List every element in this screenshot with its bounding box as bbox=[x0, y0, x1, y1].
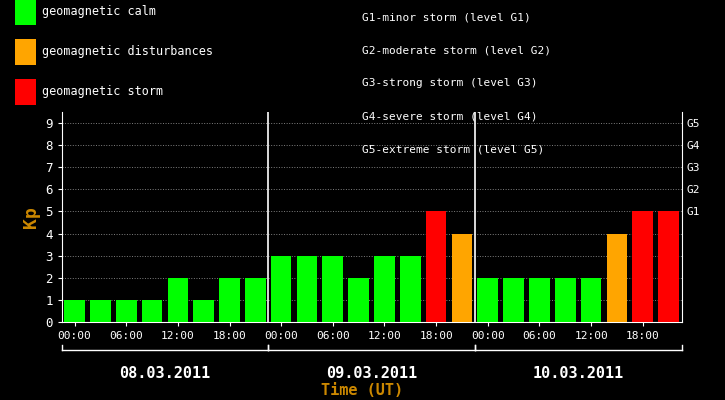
Text: geomagnetic calm: geomagnetic calm bbox=[42, 6, 156, 18]
Bar bbox=[348, 278, 369, 322]
Text: 08.03.2011: 08.03.2011 bbox=[120, 366, 210, 382]
Bar bbox=[297, 256, 318, 322]
Bar bbox=[632, 212, 653, 322]
Bar bbox=[555, 278, 576, 322]
Bar bbox=[529, 278, 550, 322]
Bar bbox=[503, 278, 524, 322]
Text: Time (UT): Time (UT) bbox=[321, 383, 404, 398]
Text: geomagnetic disturbances: geomagnetic disturbances bbox=[42, 46, 213, 58]
Bar bbox=[271, 256, 291, 322]
Text: G2-moderate storm (level G2): G2-moderate storm (level G2) bbox=[362, 45, 552, 55]
Text: G3-strong storm (level G3): G3-strong storm (level G3) bbox=[362, 78, 538, 88]
Bar bbox=[167, 278, 188, 322]
Bar bbox=[426, 212, 447, 322]
Bar bbox=[374, 256, 395, 322]
Bar bbox=[194, 300, 214, 322]
Text: G5-extreme storm (level G5): G5-extreme storm (level G5) bbox=[362, 145, 544, 155]
Bar bbox=[65, 300, 85, 322]
Y-axis label: Kp: Kp bbox=[22, 206, 40, 228]
Bar bbox=[245, 278, 265, 322]
Bar bbox=[323, 256, 343, 322]
Text: geomagnetic storm: geomagnetic storm bbox=[42, 86, 163, 98]
Text: G1-minor storm (level G1): G1-minor storm (level G1) bbox=[362, 12, 531, 22]
Bar bbox=[452, 234, 472, 322]
Bar bbox=[400, 256, 420, 322]
Text: 09.03.2011: 09.03.2011 bbox=[326, 366, 417, 382]
Text: 10.03.2011: 10.03.2011 bbox=[533, 366, 624, 382]
Bar bbox=[581, 278, 602, 322]
Text: G4-severe storm (level G4): G4-severe storm (level G4) bbox=[362, 112, 538, 122]
Bar bbox=[141, 300, 162, 322]
Bar bbox=[658, 212, 679, 322]
Bar bbox=[478, 278, 498, 322]
Bar bbox=[219, 278, 240, 322]
Bar bbox=[90, 300, 111, 322]
Bar bbox=[607, 234, 627, 322]
Bar bbox=[116, 300, 136, 322]
